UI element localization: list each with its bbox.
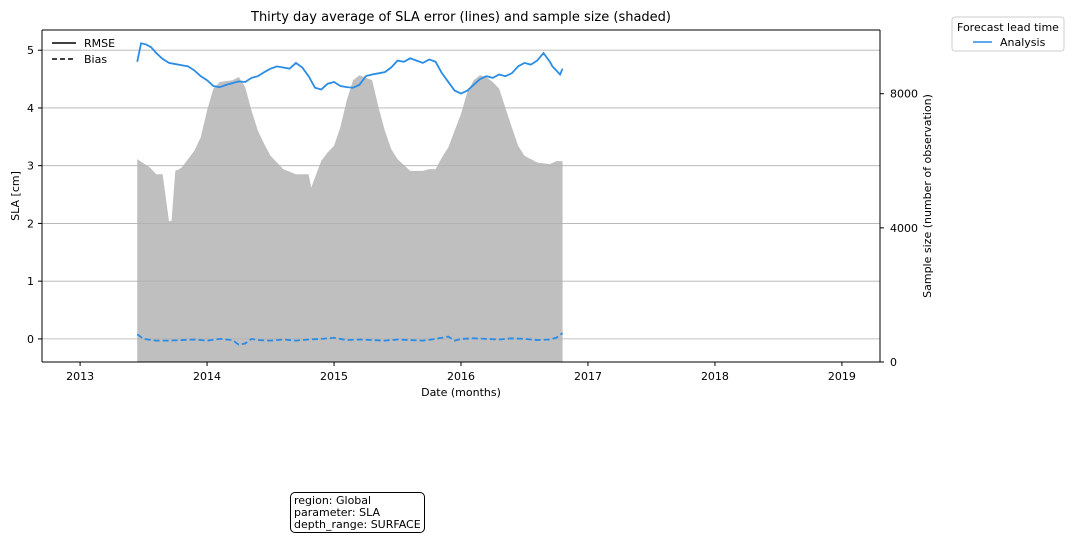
series-legend-title: Forecast lead time [957, 21, 1059, 34]
x-tick-label: 2015 [320, 370, 348, 383]
y-tick-label: 4 [27, 102, 34, 115]
plot-area: 2013 2014 2015 2016 2017 2018 2019 0 1 2 3 4 5 0 4000 8… [27, 29, 918, 383]
y2-tick-label: 4000 [890, 222, 918, 235]
x-tick-label: 2017 [574, 370, 602, 383]
y2-tick-label: 0 [890, 356, 897, 369]
chart-title: Thirty day average of SLA error (lines) … [250, 10, 671, 25]
x-tick-label: 2019 [828, 370, 856, 383]
info-line-region: region: Global [294, 494, 372, 507]
y-axis-label: SLA [cm] [9, 171, 22, 221]
x-axis-label: Date (months) [421, 386, 501, 399]
info-line-parameter: parameter: SLA [294, 506, 380, 519]
x-tick-label: 2013 [66, 370, 94, 383]
info-box: region: Global parameter: SLA depth_rang… [290, 492, 425, 533]
y-tick-label: 3 [27, 160, 34, 173]
y-tick-label: 1 [27, 275, 34, 288]
y-tick-label: 2 [27, 217, 34, 230]
x-tick-label: 2018 [701, 370, 729, 383]
y-tick-label: 0 [27, 333, 34, 346]
y2-axis-label: Sample size (number of observation) [921, 94, 934, 298]
y-tick-label: 5 [27, 44, 34, 57]
analysis-legend-label: Analysis [1000, 36, 1046, 49]
series-legend: Forecast lead time Analysis [951, 16, 1065, 52]
style-legend: RMSE Bias [52, 37, 115, 66]
rmse-legend-label: RMSE [84, 37, 115, 50]
sample-size-area [137, 75, 563, 362]
y2-tick-label: 8000 [890, 88, 918, 101]
rmse-line-analysis [136, 42, 564, 95]
x-tick-label: 2014 [193, 370, 221, 383]
bias-legend-label: Bias [84, 53, 107, 66]
x-tick-label: 2016 [447, 370, 475, 383]
bias-line-analysis [136, 332, 564, 346]
info-line-depth: depth_range: SURFACE [294, 518, 421, 531]
